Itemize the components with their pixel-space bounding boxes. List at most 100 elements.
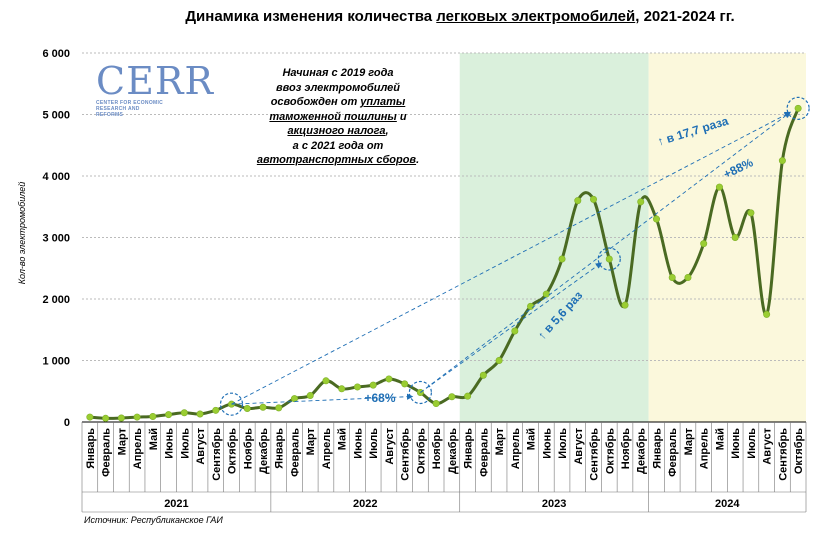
data-point (479, 371, 487, 379)
x-tick-label: Февраль (478, 428, 490, 477)
data-point (102, 414, 110, 422)
x-tick-label: Декабрь (258, 428, 270, 474)
data-point (322, 377, 330, 385)
x-tick-label: Ноябрь (242, 428, 254, 469)
x-tick-label: Июнь (541, 428, 553, 459)
data-point (86, 413, 94, 421)
x-tick-label: Июль (557, 428, 569, 459)
data-point (621, 301, 629, 309)
data-point (212, 406, 220, 414)
highlight-circle (219, 392, 244, 416)
x-tick-label: Апрель (510, 428, 522, 469)
note-emphasis: таможенной пошлины (269, 110, 397, 123)
data-point (495, 356, 503, 364)
x-tick-label: Январь (651, 428, 663, 469)
data-point (778, 157, 786, 165)
x-tick-label: Январь (274, 428, 286, 469)
x-tick-label: Январь (463, 428, 475, 469)
data-point (700, 240, 708, 248)
title-emphasis: легковых электромобилей (436, 8, 636, 25)
y-tick-label: 1 000 (42, 356, 70, 368)
data-point (180, 409, 188, 417)
logo-subtext: CENTER FOR ECONOMIC RESEARCH AND REFORMS (96, 100, 164, 118)
x-tick-label: Май (714, 428, 726, 450)
x-tick-label: Июнь (352, 428, 364, 459)
x-tick-label: Февраль (101, 428, 113, 477)
data-point (196, 410, 204, 418)
data-point (117, 414, 125, 422)
data-point (590, 195, 598, 203)
data-point (133, 413, 141, 421)
x-tick-label: Март (683, 427, 695, 455)
highlight-circle (786, 96, 810, 120)
note-line: таможенной пошлины и (216, 110, 460, 125)
x-tick-label: Май (337, 428, 349, 450)
x-tick-label: Август (195, 427, 207, 464)
x-tick-label: Декабрь (636, 428, 648, 474)
x-tick-label: Март (116, 427, 128, 455)
y-tick-label: 0 (64, 417, 70, 429)
note-text: и (396, 110, 407, 123)
note-line: Начиная с 2019 года (282, 67, 394, 79)
y-tick-label: 2 000 (42, 294, 70, 306)
note-emphasis: акцизного налога (287, 125, 386, 137)
note-emphasis: уплаты (360, 96, 406, 108)
note-text: . (416, 154, 420, 166)
x-tick-label: Июнь (730, 428, 742, 459)
data-point (448, 393, 456, 401)
data-point (794, 104, 802, 112)
data-point (527, 302, 535, 310)
highlight-circle (408, 380, 432, 405)
y-tick-label: 6 000 (42, 48, 70, 60)
x-tick-label: Август (573, 427, 585, 464)
x-tick-label: Сентябрь (777, 428, 789, 481)
x-tick-label: Май (148, 428, 160, 450)
x-tick-label: Октябрь (415, 428, 427, 474)
source-note: Источник: Республиканское ГАИ (84, 515, 223, 525)
data-point (275, 404, 283, 412)
comparison-arrow (420, 262, 602, 393)
data-point (385, 375, 393, 383)
x-tick-label: Июль (179, 428, 191, 459)
data-point (558, 255, 566, 263)
x-tick-label: Апрель (132, 428, 144, 469)
x-tick-label: Ноябрь (431, 428, 443, 469)
data-point (464, 392, 472, 400)
data-point (511, 327, 519, 335)
data-point (605, 255, 613, 263)
comparison-arrow (420, 111, 791, 393)
title-part3: , 2021-2024 гг. (635, 8, 735, 25)
comparison-arrow (231, 393, 414, 405)
annotation-68pct: +68% (364, 391, 395, 405)
x-tick-label: Октябрь (227, 428, 239, 474)
y-tick-label: 4 000 (42, 171, 70, 183)
data-point (684, 273, 692, 281)
note-line: а с 2021 года от (292, 139, 384, 152)
x-tick-label: Апрель (321, 428, 333, 469)
x-tick-label: Июль (746, 428, 758, 459)
x-tick-label: Сентябрь (211, 428, 223, 481)
data-point (165, 411, 173, 419)
note-line: автотранспортных сборов. (216, 153, 460, 168)
data-point (731, 234, 739, 242)
data-point (369, 381, 377, 389)
data-point (401, 380, 409, 388)
x-tick-label: Сентябрь (589, 428, 601, 481)
note-line: освобожден от уплаты (216, 95, 460, 110)
data-point (338, 385, 346, 393)
data-point (149, 412, 157, 420)
x-tick-label: Октябрь (793, 428, 805, 474)
note-line: акцизного налога, (216, 124, 460, 139)
data-point (763, 310, 771, 318)
data-point (668, 273, 676, 281)
x-tick-label: Март (494, 427, 506, 455)
x-tick-label: Декабрь (447, 428, 459, 474)
x-tick-label: Январь (85, 428, 97, 469)
y-tick-label: 5 000 (42, 110, 70, 122)
data-point (574, 197, 582, 205)
data-point (432, 400, 440, 408)
x-tick-label: Ноябрь (620, 428, 632, 469)
note-text: , (385, 125, 389, 137)
logo-text: CERR (96, 59, 215, 103)
